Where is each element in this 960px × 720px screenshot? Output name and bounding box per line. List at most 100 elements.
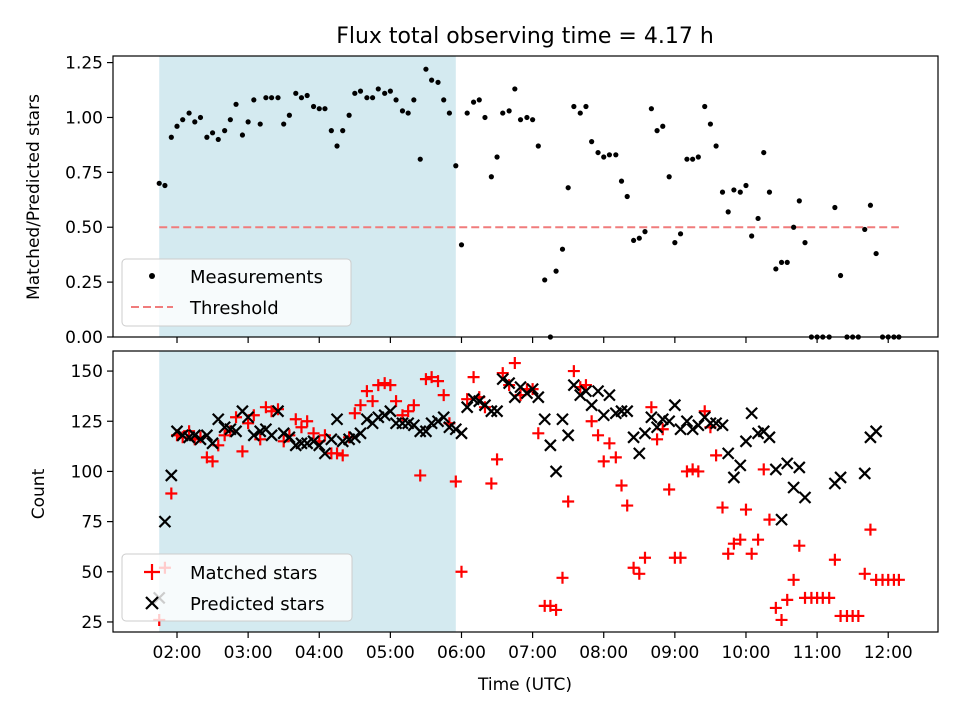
measurement-point [766, 189, 773, 195]
measurement-point [180, 117, 186, 123]
matched-stars-point [597, 455, 610, 468]
x-tick-label: 10:00 [721, 643, 770, 663]
predicted-stars-point [526, 382, 539, 396]
matched-stars-point [858, 567, 871, 580]
matched-stars-point [603, 437, 616, 450]
predicted-stars-point [585, 398, 598, 412]
measurement-point [458, 242, 465, 248]
matched-stars-point [491, 453, 504, 466]
measurement-point [589, 139, 595, 145]
measurement-point [731, 187, 737, 193]
matched-stars-point [686, 463, 699, 476]
predicted-stars-point [787, 481, 800, 494]
measurement-point [328, 128, 334, 134]
matched-stars-point [402, 405, 415, 418]
matched-stars-point [627, 561, 640, 574]
measurement-point [524, 114, 530, 121]
x-tick-label: 04:00 [295, 643, 344, 663]
measurement-point [749, 233, 755, 239]
matched-stars-point [354, 399, 367, 412]
x-axis-label: Time (UTC) [477, 675, 572, 695]
matched-stars-point [372, 379, 385, 392]
predicted-stars-point [520, 386, 534, 400]
matched-stars-point [206, 455, 219, 468]
bottom-panel: 25 50 75 100 125 150 02:00 03:00 04:00 05:00 06:0… [29, 350, 939, 695]
predicted-stars-point [567, 378, 581, 392]
measurement-point [677, 231, 684, 237]
measurement-points [156, 66, 902, 340]
measurement-point [251, 97, 257, 103]
matched-stars-point [579, 379, 592, 392]
predicted-stars-point [211, 412, 225, 426]
matched-stars-point [432, 375, 445, 388]
legend-threshold-label: Threshold [189, 298, 279, 319]
bottom-axes-frame [112, 350, 939, 633]
matched-stars-point [692, 465, 705, 478]
predicted-stars-point [674, 423, 687, 436]
measurement-point [281, 121, 287, 127]
legend-measurements-label: Measurements [190, 267, 323, 288]
matched-stars-point [165, 487, 178, 500]
measurement-point [340, 128, 346, 134]
predicted-stars-point [247, 429, 261, 442]
x-tick-label: 07:00 [508, 643, 557, 663]
measurement-point [778, 259, 785, 265]
predicted-stars-point [295, 437, 308, 450]
y-tick-label: 0.25 [65, 273, 103, 293]
matched-stars-point [360, 385, 373, 398]
matched-stars-point [698, 405, 711, 418]
predicted-stars-point [460, 400, 474, 414]
predicted-stars-point [556, 412, 569, 426]
measurement-point [162, 182, 168, 189]
measurement-point [636, 235, 642, 241]
measurement-point [168, 134, 174, 140]
measurement-point [672, 240, 678, 246]
top-legend: Measurements Threshold [121, 258, 352, 327]
matched-stars-point [745, 547, 758, 560]
predicted-stars-point [627, 431, 640, 444]
predicted-stars-point [591, 384, 605, 398]
matched-stars-point [183, 425, 196, 438]
predicted-stars-point [538, 412, 551, 426]
measurement-point [298, 95, 305, 101]
bottom-y-axis-label: Count [29, 468, 49, 519]
top-y-axis: 0.00 0.25 0.50 0.75 1.00 1.25 [65, 54, 113, 348]
predicted-stars-point [727, 471, 741, 484]
x-tick-label: 02:00 [153, 643, 202, 663]
matched-stars-point [503, 379, 516, 392]
matched-stars-point [478, 401, 491, 414]
matched-stars-point [277, 435, 290, 448]
predicted-stars-point [472, 394, 486, 408]
matched-stars-point [467, 371, 480, 384]
bottom-y-axis: 25 50 75 100 125 150 [71, 362, 113, 633]
measurement-point [334, 143, 340, 149]
matched-stars-point [301, 415, 314, 428]
measurement-point [209, 130, 216, 136]
matched-stars-point [638, 551, 651, 564]
measurement-point [405, 110, 411, 116]
predicted-stars-point [419, 425, 433, 438]
predicted-stars-point [834, 471, 847, 484]
matched-stars-point [419, 373, 432, 386]
measurement-point [631, 237, 637, 244]
legend-predicted-marker [145, 596, 159, 610]
measurement-point [743, 182, 749, 189]
matched-stars-point [348, 407, 361, 420]
measurement-point [719, 189, 726, 195]
matched-stars-point [769, 601, 782, 614]
measurement-point [506, 108, 512, 114]
predicted-stars-point [508, 390, 522, 404]
top-panel: 0.00 0.25 0.50 0.75 1.00 1.25 Matched/Predict… [24, 54, 939, 348]
measurement-point [601, 154, 607, 160]
x-tick-label: 06:00 [437, 643, 486, 663]
predicted-stars-point [396, 416, 409, 430]
measurement-point [375, 86, 381, 92]
predicted-stars-point [532, 390, 545, 404]
measurement-point [713, 143, 719, 149]
measurement-point [482, 114, 488, 121]
measurement-point [222, 128, 228, 134]
predicted-stars-point [277, 427, 290, 440]
matched-stars-point [230, 411, 243, 424]
measurement-point [364, 95, 370, 101]
matched-stars-point [532, 427, 545, 440]
